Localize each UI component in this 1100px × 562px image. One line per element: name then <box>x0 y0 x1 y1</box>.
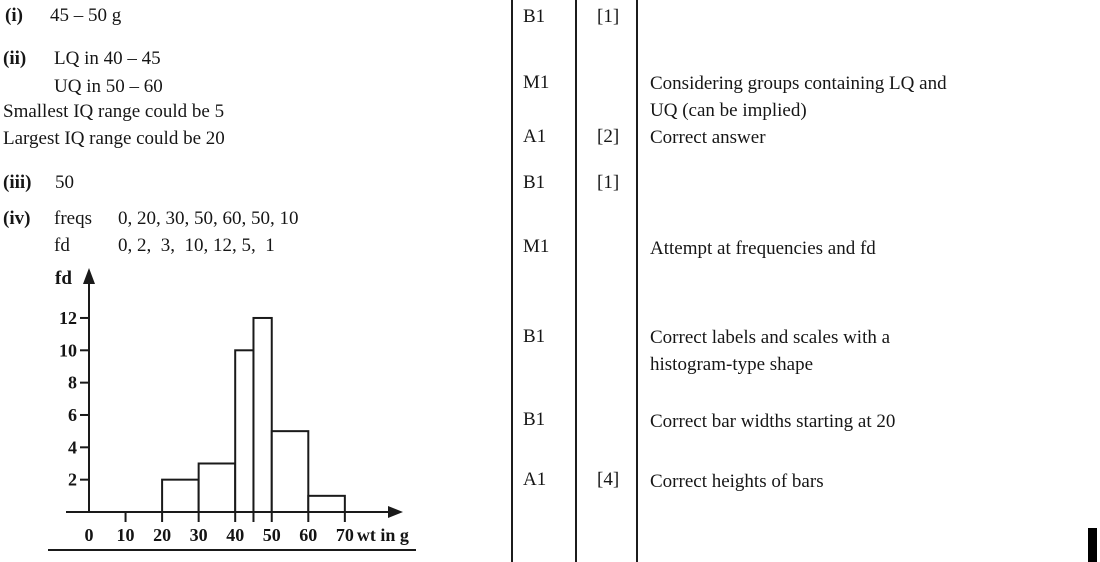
answer-line-ii-3: Smallest IQ range could be 5 <box>3 100 224 124</box>
svg-text:10: 10 <box>59 340 77 360</box>
mark-code: B1 <box>523 6 546 27</box>
part-ii-line3: Smallest IQ range could be 5 <box>3 101 225 122</box>
svg-text:10: 10 <box>117 525 135 545</box>
x-axis-title: wt in g <box>357 525 409 545</box>
table-divider-2 <box>575 0 577 562</box>
mark-total: [4] <box>597 469 620 490</box>
mark-comment: Correct heights of bars <box>650 471 824 492</box>
mark-code: A1 <box>523 469 547 490</box>
mark-comment: Correct answer <box>650 127 766 148</box>
histogram: 2 4 6 8 10 12 0 10 20 30 40 50 60 70 fd wt in g <box>55 268 409 545</box>
table-divider-3 <box>636 0 638 562</box>
mark-code: M1 <box>523 236 550 257</box>
svg-text:60: 60 <box>299 525 317 545</box>
histogram-bar <box>252 316 273 513</box>
svg-text:0: 0 <box>85 525 94 545</box>
mark-comment: Correct labels and scales with a histogr… <box>650 327 891 375</box>
text-cursor <box>1088 528 1097 562</box>
fd-values: 0, 2, 3, 10, 12, 5, 1 <box>118 235 275 256</box>
part-ii-line1: LQ in 40 – 45 <box>54 48 161 69</box>
part-iv-marker: (iv) <box>3 208 31 229</box>
histogram-bar <box>197 462 237 514</box>
y-axis-title: fd <box>55 268 72 289</box>
svg-text:4: 4 <box>68 437 77 457</box>
svg-text:6: 6 <box>68 405 77 425</box>
svg-text:20: 20 <box>153 525 171 545</box>
svg-text:2: 2 <box>68 470 77 490</box>
freqs-label: freqs <box>54 208 92 229</box>
part-ii-line4: Largest IQ range could be 20 <box>3 128 225 149</box>
histogram-bar <box>307 494 346 514</box>
svg-text:40: 40 <box>226 525 244 545</box>
part-ii-line2: UQ in 50 – 60 <box>54 76 163 97</box>
bottom-rule <box>48 549 416 551</box>
answer-line-ii-4: Largest IQ range could be 20 <box>3 127 225 151</box>
mark-code: B1 <box>523 172 546 193</box>
histogram-bar <box>161 478 200 514</box>
svg-text:50: 50 <box>263 525 281 545</box>
mark-comment: Attempt at frequencies and fd <box>650 238 876 259</box>
fd-label: fd <box>54 235 70 256</box>
mark-code: B1 <box>523 409 546 430</box>
mark-comment: Considering groups containing LQ and UQ … <box>650 73 947 121</box>
histogram-bar <box>270 430 310 513</box>
part-ii-marker: (ii) <box>3 48 27 69</box>
svg-text:70: 70 <box>336 525 354 545</box>
mark-code: A1 <box>523 126 547 147</box>
mark-comment: Correct bar widths starting at 20 <box>650 411 896 432</box>
mark-total: [1] <box>597 6 620 27</box>
mark-total: [1] <box>597 172 620 193</box>
part-i-marker: (i) <box>5 5 23 26</box>
histogram-bar <box>234 349 255 513</box>
x-axis-arrow-icon <box>388 506 403 518</box>
svg-text:12: 12 <box>59 308 77 328</box>
part-iii-marker: (iii) <box>3 172 32 193</box>
part-iii-answer: 50 <box>55 172 74 193</box>
part-i-answer: 45 – 50 g <box>50 5 122 26</box>
mark-code: B1 <box>523 326 546 347</box>
mark-total: [2] <box>597 126 620 147</box>
y-axis-arrow-icon <box>83 268 95 284</box>
table-divider-1 <box>511 0 513 562</box>
freqs-values: 0, 20, 30, 50, 60, 50, 10 <box>118 208 299 229</box>
svg-text:8: 8 <box>68 373 77 393</box>
mark-code: M1 <box>523 72 550 93</box>
answer-line-ii-2: UQ in 50 – 60 <box>54 75 163 99</box>
svg-text:30: 30 <box>190 525 208 545</box>
